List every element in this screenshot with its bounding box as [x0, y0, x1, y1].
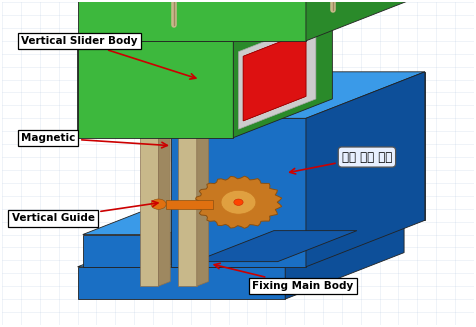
Polygon shape [196, 176, 282, 228]
Polygon shape [233, 2, 332, 138]
Text: Magnetic: Magnetic [21, 133, 167, 148]
Polygon shape [166, 203, 245, 267]
Text: 강성 조절 레버: 강성 조절 레버 [290, 150, 392, 174]
Polygon shape [243, 32, 306, 121]
Text: Fixing Main Body: Fixing Main Body [214, 263, 353, 291]
Circle shape [151, 199, 166, 209]
Polygon shape [78, 2, 332, 41]
Polygon shape [83, 234, 166, 267]
Polygon shape [243, 32, 306, 121]
Polygon shape [83, 203, 245, 234]
Text: Vertical Guide: Vertical Guide [11, 201, 158, 223]
Polygon shape [171, 118, 306, 267]
Polygon shape [171, 72, 425, 118]
Polygon shape [306, 0, 438, 41]
Polygon shape [78, 267, 285, 299]
Circle shape [221, 190, 256, 214]
Text: Vertical Slider Body: Vertical Slider Body [21, 36, 196, 79]
Polygon shape [159, 36, 170, 286]
Polygon shape [166, 200, 212, 209]
Polygon shape [238, 22, 316, 129]
Text: KRI: KRI [139, 108, 357, 219]
Polygon shape [78, 0, 306, 41]
Polygon shape [195, 231, 357, 262]
Polygon shape [197, 36, 208, 286]
Polygon shape [139, 41, 159, 286]
Polygon shape [306, 72, 425, 267]
Circle shape [234, 199, 243, 205]
Polygon shape [352, 72, 425, 220]
Polygon shape [78, 220, 404, 267]
Polygon shape [78, 41, 233, 138]
Polygon shape [178, 41, 197, 286]
Polygon shape [285, 220, 404, 299]
Polygon shape [78, 2, 177, 138]
